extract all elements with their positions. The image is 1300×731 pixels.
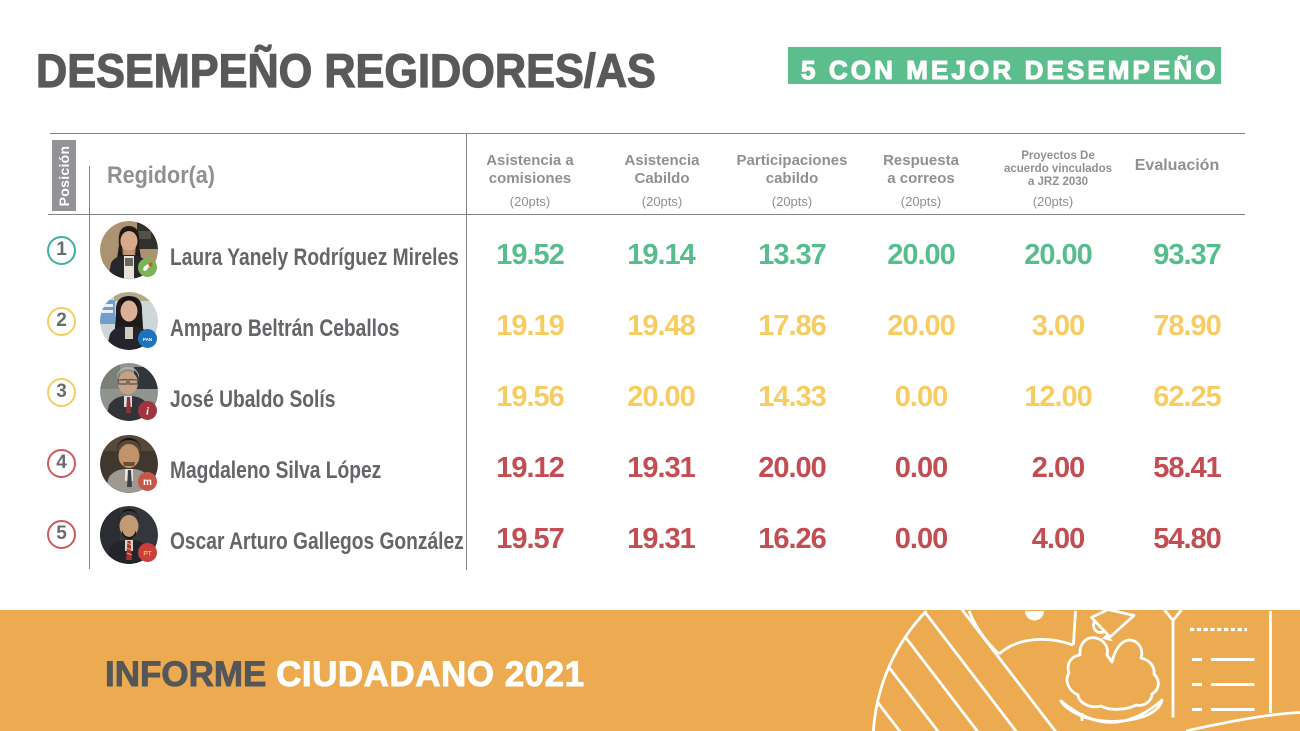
svg-text:m: m: [143, 477, 152, 488]
svg-text:i: i: [146, 405, 150, 417]
svg-text:PT: PT: [143, 550, 151, 557]
svg-text:PAN: PAN: [143, 337, 152, 342]
